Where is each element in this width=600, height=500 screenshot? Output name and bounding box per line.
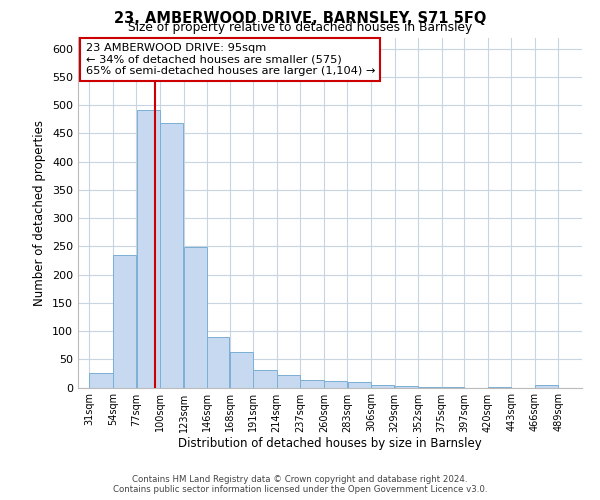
- Text: Size of property relative to detached houses in Barnsley: Size of property relative to detached ho…: [128, 21, 472, 34]
- Bar: [113, 256, 136, 388]
- Bar: [418, 387, 442, 388]
- Bar: [160, 122, 184, 388]
- Y-axis label: Number of detached properties: Number of detached properties: [34, 120, 46, 306]
- Bar: [395, 386, 418, 388]
- Bar: [230, 352, 253, 388]
- Bar: [535, 385, 558, 388]
- Bar: [89, 373, 113, 388]
- Bar: [253, 370, 277, 388]
- Bar: [184, 247, 207, 388]
- Bar: [137, 110, 160, 388]
- Text: 23 AMBERWOOD DRIVE: 95sqm
← 34% of detached houses are smaller (575)
65% of semi: 23 AMBERWOOD DRIVE: 95sqm ← 34% of detac…: [86, 43, 375, 76]
- Text: Contains HM Land Registry data © Crown copyright and database right 2024.
Contai: Contains HM Land Registry data © Crown c…: [113, 474, 487, 494]
- Bar: [324, 382, 347, 388]
- X-axis label: Distribution of detached houses by size in Barnsley: Distribution of detached houses by size …: [178, 438, 482, 450]
- Bar: [488, 387, 511, 388]
- Bar: [207, 338, 229, 388]
- Bar: [301, 380, 324, 388]
- Text: 23, AMBERWOOD DRIVE, BARNSLEY, S71 5FQ: 23, AMBERWOOD DRIVE, BARNSLEY, S71 5FQ: [114, 11, 486, 26]
- Bar: [371, 385, 394, 388]
- Bar: [442, 387, 464, 388]
- Bar: [277, 374, 300, 388]
- Bar: [347, 382, 371, 388]
